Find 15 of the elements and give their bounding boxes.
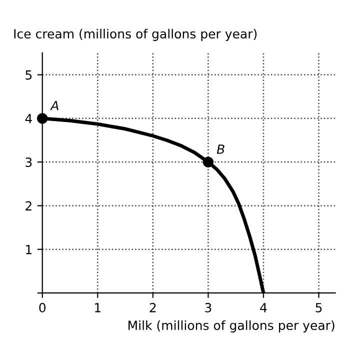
y-tick-label: 5 [26,70,32,80]
annotation: A [50,100,58,110]
x-tick-label: 5 [316,303,322,312]
y-tick-label: 4 [25,114,32,124]
y-tick-label: 3 [26,158,32,167]
x-tick-label: 2 [150,302,156,312]
annotation: B [216,144,224,154]
y-axis-title: Ice cream (millions of gallons per year) [14,28,257,41]
x-tick-label: 4 [260,303,267,312]
y-tick-label: 1 [26,244,32,254]
x-tick-label: 3 [205,302,212,312]
y-tick-label: 2 [26,201,32,210]
x-axis-title: Milk (millions of gallons per year) [128,320,334,332]
x-tick-label: 0 [39,302,46,312]
x-tick-label: 1 [95,303,100,312]
